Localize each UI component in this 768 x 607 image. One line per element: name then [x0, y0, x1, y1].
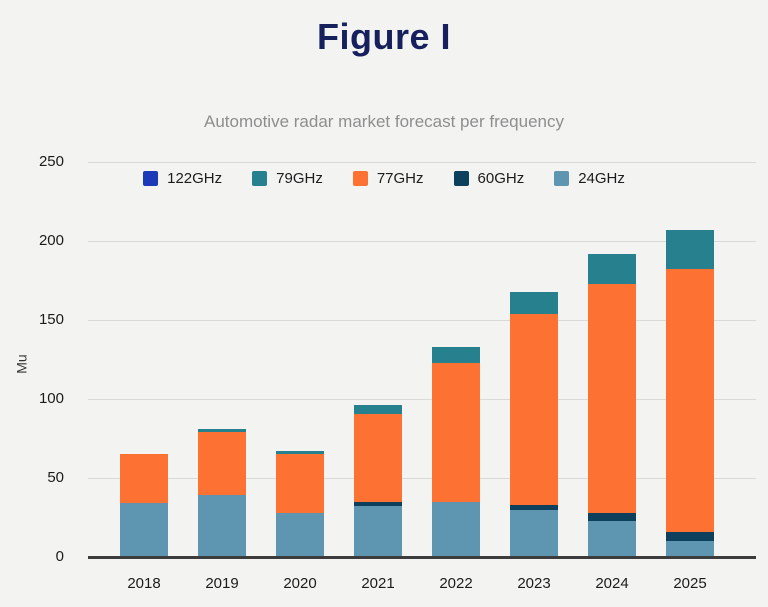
- x-axis-tick-label: 2020: [283, 575, 317, 592]
- bar-segment-77GHz-2025: [666, 269, 714, 532]
- bar-segment-24GHz-2021: [354, 506, 402, 557]
- bar-segment-77GHz-2022: [432, 362, 480, 502]
- chart-subtitle: Automotive radar market forecast per fre…: [204, 112, 564, 131]
- legend-label: 24GHz: [578, 170, 625, 187]
- y-axis-tick-label: 0: [55, 548, 64, 565]
- chart-legend: 122GHz 79GHz 77GHz 60GHz 24GHz: [0, 170, 768, 187]
- y-axis-tick-label: 150: [38, 311, 64, 328]
- legend-swatch-77GHz: [352, 171, 368, 186]
- bar-segment-79GHz-2024: [588, 253, 636, 284]
- x-axis-tick-label: 2025: [673, 575, 707, 592]
- bar-segment-24GHz-2022: [432, 501, 480, 557]
- bar-segment-77GHz-2018: [120, 454, 168, 504]
- bar-segment-24GHz-2020: [276, 512, 324, 557]
- bar-segment-24GHz-2023: [510, 509, 558, 557]
- x-axis-tick-label: 2019: [205, 575, 239, 592]
- bar-segment-79GHz-2021: [354, 404, 402, 414]
- gridline-250: [88, 161, 756, 163]
- gridline-150: [88, 319, 756, 321]
- x-axis-tick-label: 2024: [595, 575, 629, 592]
- x-axis-line: [88, 556, 756, 559]
- legend-label: 122GHz: [167, 170, 223, 187]
- gridline-50: [88, 477, 756, 479]
- gridline-200: [88, 240, 756, 242]
- bar-segment-24GHz-2025: [666, 541, 714, 557]
- x-axis-tick-label: 2021: [361, 575, 395, 592]
- legend-item-79GHz: 79GHz: [252, 170, 323, 187]
- bar-segment-60GHz-2025: [666, 531, 714, 542]
- legend-label: 60GHz: [477, 170, 525, 187]
- legend-swatch-60GHz: [453, 171, 469, 186]
- y-axis-tick-label: 250: [38, 153, 64, 170]
- legend-swatch-122GHz: [143, 171, 159, 186]
- bar-segment-79GHz-2022: [432, 346, 480, 363]
- bar-segment-60GHz-2023: [510, 504, 558, 510]
- bar-segment-79GHz-2023: [510, 291, 558, 314]
- bar-segment-77GHz-2024: [588, 283, 636, 513]
- y-axis-tick-label: 50: [47, 469, 64, 486]
- legend-item-60GHz: 60GHz: [453, 170, 525, 187]
- legend-item-122GHz: 122GHz: [143, 170, 222, 187]
- gridline-100: [88, 398, 756, 400]
- y-axis-tick-label: 100: [38, 390, 64, 407]
- bar-segment-60GHz-2024: [588, 512, 636, 521]
- legend-item-24GHz: 24GHz: [554, 170, 625, 187]
- legend-item-77GHz: 77GHz: [352, 170, 424, 187]
- bar-segment-24GHz-2018: [120, 503, 168, 557]
- bar-segment-77GHz-2023: [510, 313, 558, 505]
- x-axis-tick-label: 2018: [127, 575, 161, 592]
- legend-label: 77GHz: [376, 170, 424, 187]
- y-axis-tick-label: 200: [38, 232, 64, 249]
- bar-segment-77GHz-2021: [354, 414, 402, 503]
- legend-swatch-24GHz: [554, 171, 570, 186]
- figure-title: Figure I: [316, 16, 451, 57]
- legend-swatch-79GHz: [252, 171, 268, 186]
- x-axis-tick-label: 2023: [517, 575, 551, 592]
- bar-segment-79GHz-2025: [666, 229, 714, 270]
- bar-segment-24GHz-2024: [588, 520, 636, 557]
- x-axis-tick-label: 2022: [439, 575, 473, 592]
- bar-segment-60GHz-2021: [354, 502, 402, 507]
- bar-segment-24GHz-2019: [198, 495, 246, 557]
- y-axis-label: Mu: [13, 354, 30, 374]
- bar-segment-79GHz-2020: [276, 451, 324, 455]
- legend-label: 79GHz: [276, 170, 323, 187]
- bar-segment-77GHz-2019: [198, 432, 246, 496]
- bar-segment-79GHz-2019: [198, 429, 246, 433]
- bar-segment-77GHz-2020: [276, 454, 324, 513]
